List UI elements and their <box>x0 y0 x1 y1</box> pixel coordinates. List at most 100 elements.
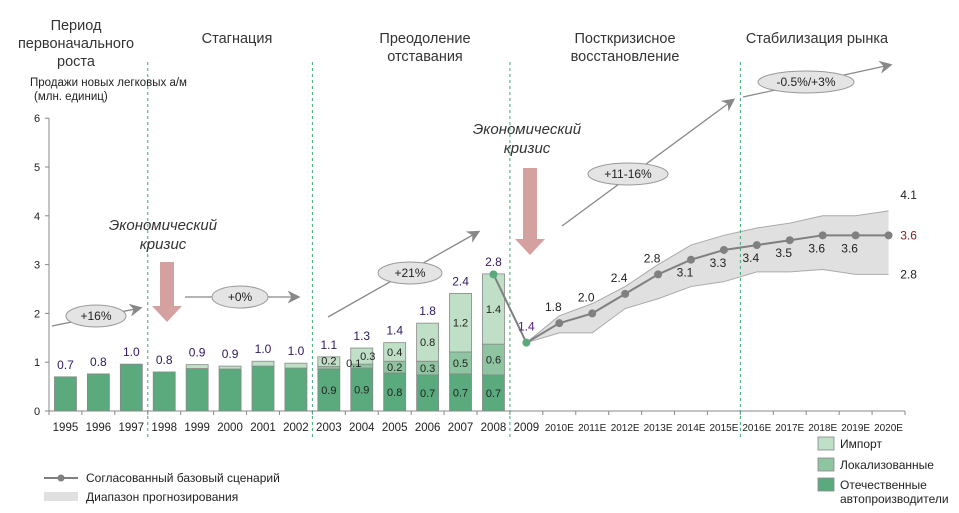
x-tick-label: 2003 <box>316 422 342 434</box>
base-scenario-label: 2.4 <box>611 271 628 285</box>
x-tick-label: 1996 <box>86 422 112 434</box>
segment-label: 0.5 <box>453 358 468 370</box>
base-scenario-point <box>851 231 860 240</box>
bar-segment-import <box>383 342 407 362</box>
x-tick-label: 2005 <box>382 422 408 434</box>
segment-label: 0.8 <box>387 387 402 399</box>
x-tick-label: 2018E <box>808 423 837 434</box>
base-scenario-point <box>785 236 794 245</box>
bar-total-label: 1.1 <box>321 338 338 352</box>
x-tick-label: 2017E <box>775 423 804 434</box>
legend-band-label: Диапазон прогнозирования <box>86 490 238 504</box>
base-scenario-point <box>489 270 498 279</box>
phase-title: роста <box>57 54 96 70</box>
crisis-down-arrow <box>515 168 545 255</box>
base-scenario-point <box>654 270 663 279</box>
legend-bar-label-cont: автопроизводители <box>840 492 949 506</box>
phase-title: первоначального <box>18 36 134 52</box>
phase-title: Преодоление <box>379 31 470 47</box>
segment-label: 0.9 <box>354 385 369 397</box>
bar-segment-domestic <box>284 367 308 412</box>
segment-label: 0.8 <box>420 337 435 349</box>
y-tick-label: 2 <box>34 308 40 320</box>
base-scenario-label: 2.0 <box>578 290 595 304</box>
bar-segment-import <box>317 356 341 367</box>
legend-bar-swatch <box>817 477 835 492</box>
legend-band-swatch <box>44 492 78 501</box>
segment-label: 0.7 <box>420 388 435 400</box>
phase-title: восстановление <box>571 49 680 65</box>
bar-segment-domestic <box>54 376 77 412</box>
base-scenario-point <box>555 319 564 328</box>
segment-label: 1.2 <box>453 318 468 330</box>
base-scenario-point <box>588 309 597 318</box>
x-tick-label: 1997 <box>119 422 145 434</box>
bar-total-label: 1.0 <box>288 344 305 358</box>
base-scenario-point <box>522 338 531 347</box>
x-tick-label: 2016E <box>742 423 771 434</box>
base-scenario-label: 3.6 <box>808 241 825 255</box>
base-scenario-label: 3.1 <box>677 266 694 280</box>
growth-arrow <box>561 98 736 227</box>
x-tick-label: 2010E <box>545 423 574 434</box>
crisis-label: Экономический <box>473 121 582 138</box>
segment-label: 0.6 <box>486 355 501 367</box>
x-tick-label: 1999 <box>184 422 210 434</box>
crisis-label: Экономический <box>109 217 218 234</box>
x-tick-label: 2020E <box>874 423 903 434</box>
legend-bar-label: Импорт <box>840 437 882 451</box>
x-tick-label: 2004 <box>349 422 375 434</box>
growth-label: -0.5%/+3% <box>776 75 835 89</box>
bar-segment-domestic <box>119 363 143 412</box>
segment-label: 0.3 <box>360 351 375 363</box>
base-scenario-point <box>687 255 695 264</box>
x-tick-label: 2011E <box>578 423 607 434</box>
crisis-label: кризис <box>504 140 551 157</box>
bar-total-label: 0.8 <box>90 355 107 369</box>
legend-bar-swatch <box>817 436 835 451</box>
base-scenario-point <box>818 231 827 240</box>
y-tick-label: 1 <box>34 357 40 369</box>
x-tick-label: 1995 <box>53 422 79 434</box>
bar-segment-import <box>218 365 242 370</box>
phase-title: Стабилизация рынка <box>746 31 889 47</box>
segment-label: 0.9 <box>321 385 336 397</box>
x-tick-label: 2014E <box>677 423 706 434</box>
bar-total-label: 1.0 <box>255 342 272 356</box>
growth-label: +0% <box>228 290 253 304</box>
forecast-range-band <box>526 210 889 343</box>
y-tick-label: 4 <box>34 211 40 223</box>
phase-title: Стагнация <box>202 31 273 47</box>
y-tick-label: 3 <box>34 260 40 272</box>
bar-segment-import <box>251 360 275 367</box>
bar-total-label: 0.9 <box>189 346 206 360</box>
base-scenario-label: 3.5 <box>775 246 792 260</box>
legend-bar-label: Отечественные <box>840 478 927 492</box>
forecast-upper-line <box>526 210 889 344</box>
base-scenario-label: 3.3 <box>710 256 727 270</box>
bar-segment-import <box>449 292 472 353</box>
x-tick-label: 1998 <box>151 422 177 434</box>
crisis-label: кризис <box>140 236 187 253</box>
growth-badge <box>377 261 443 285</box>
legend-line-label: Согласованный базовый сценарий <box>86 471 280 485</box>
bar-total-label: 0.9 <box>222 347 239 361</box>
base-scenario-label: 2.8 <box>644 251 661 265</box>
x-tick-label: 2012E <box>611 423 640 434</box>
y-axis-title: Продажи новых легковых а/м <box>30 77 187 89</box>
x-tick-label: 2002 <box>283 422 309 434</box>
crisis-down-arrow <box>152 262 182 322</box>
growth-badge <box>65 304 127 328</box>
legend-line-marker <box>57 474 65 482</box>
base-scenario-point <box>884 231 893 240</box>
bar-total-label: 1.8 <box>419 304 436 318</box>
bar-total-label: 1.4 <box>386 324 403 338</box>
segment-label: 0.2 <box>387 362 402 374</box>
forecast-lower-line <box>526 268 889 344</box>
bar-total-label: 1.3 <box>353 329 370 343</box>
bar-segment-import <box>416 322 440 362</box>
bar-total-label: 1.0 <box>123 345 140 359</box>
x-tick-label: 2001 <box>250 422 276 434</box>
x-tick-label: 2013E <box>644 423 673 434</box>
segment-label: 0.2 <box>321 355 336 367</box>
